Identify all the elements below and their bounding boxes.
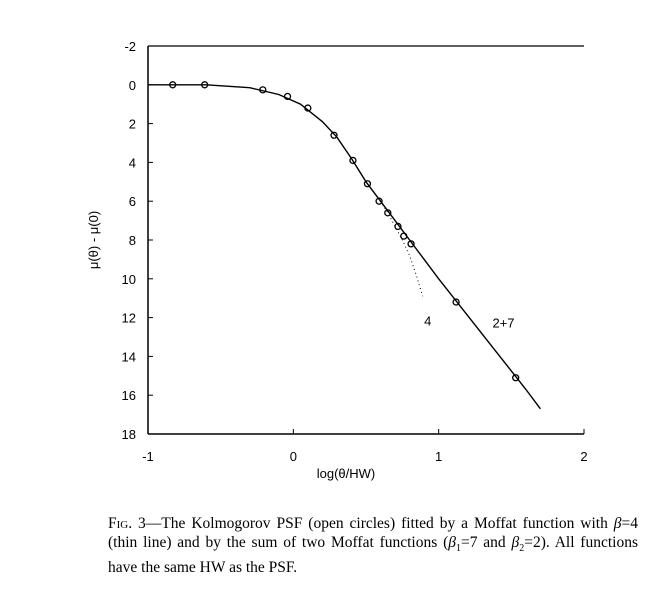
y-tick-label: 18 <box>122 427 136 442</box>
y-tick-label: 0 <box>129 78 136 93</box>
figure-caption: Fig. 3—The Kolmogorov PSF (open circles)… <box>108 514 638 577</box>
caption-sub: 2 <box>519 543 525 555</box>
caption-beta: β <box>613 515 622 532</box>
data-point-circle <box>512 374 520 382</box>
caption-text: —The Kolmogorov PSF (open circles) fitte… <box>145 515 614 532</box>
x-tick-label: 1 <box>435 449 442 464</box>
curve-annotation: 4 <box>424 313 431 328</box>
y-tick-label: 10 <box>122 272 136 287</box>
caption-beta: β <box>448 534 456 551</box>
x-tick-label: 0 <box>290 449 297 464</box>
y-tick-label: 6 <box>129 194 136 209</box>
data-point-circle <box>330 131 338 139</box>
y-tick-label: -2 <box>124 39 136 54</box>
caption-text: =7 and <box>460 534 512 551</box>
caption-text: =4 (thin line) and by the sum of two Mof… <box>108 515 638 551</box>
data-point-circle <box>349 156 357 165</box>
y-tick-label: 8 <box>129 233 136 248</box>
x-tick-label: -1 <box>142 449 154 464</box>
y-tick-label: 16 <box>122 388 136 403</box>
caption-text: =2). All functions have the same HW as t… <box>108 534 638 577</box>
y-tick-label: 4 <box>129 155 136 170</box>
curve-moffat-2-plus-7 <box>148 84 541 410</box>
caption-fig-label: Fig. 3 <box>108 515 146 532</box>
caption-beta: β <box>511 534 520 551</box>
data-point-circle <box>363 180 372 188</box>
caption-sub: 1 <box>455 543 461 555</box>
curve-annotation: 2+7 <box>492 315 514 330</box>
curve-moffat-4 <box>372 191 424 297</box>
x-axis-label: log(θ/HW) <box>317 466 376 481</box>
y-axis-label: μ(θ) - μ(0) <box>86 211 101 269</box>
y-tick-label: 2 <box>129 117 136 132</box>
y-tick-label: 14 <box>122 349 136 364</box>
y-tick-label: 12 <box>122 311 136 326</box>
x-tick-label: 2 <box>580 449 587 464</box>
data-point-circle <box>452 298 460 306</box>
